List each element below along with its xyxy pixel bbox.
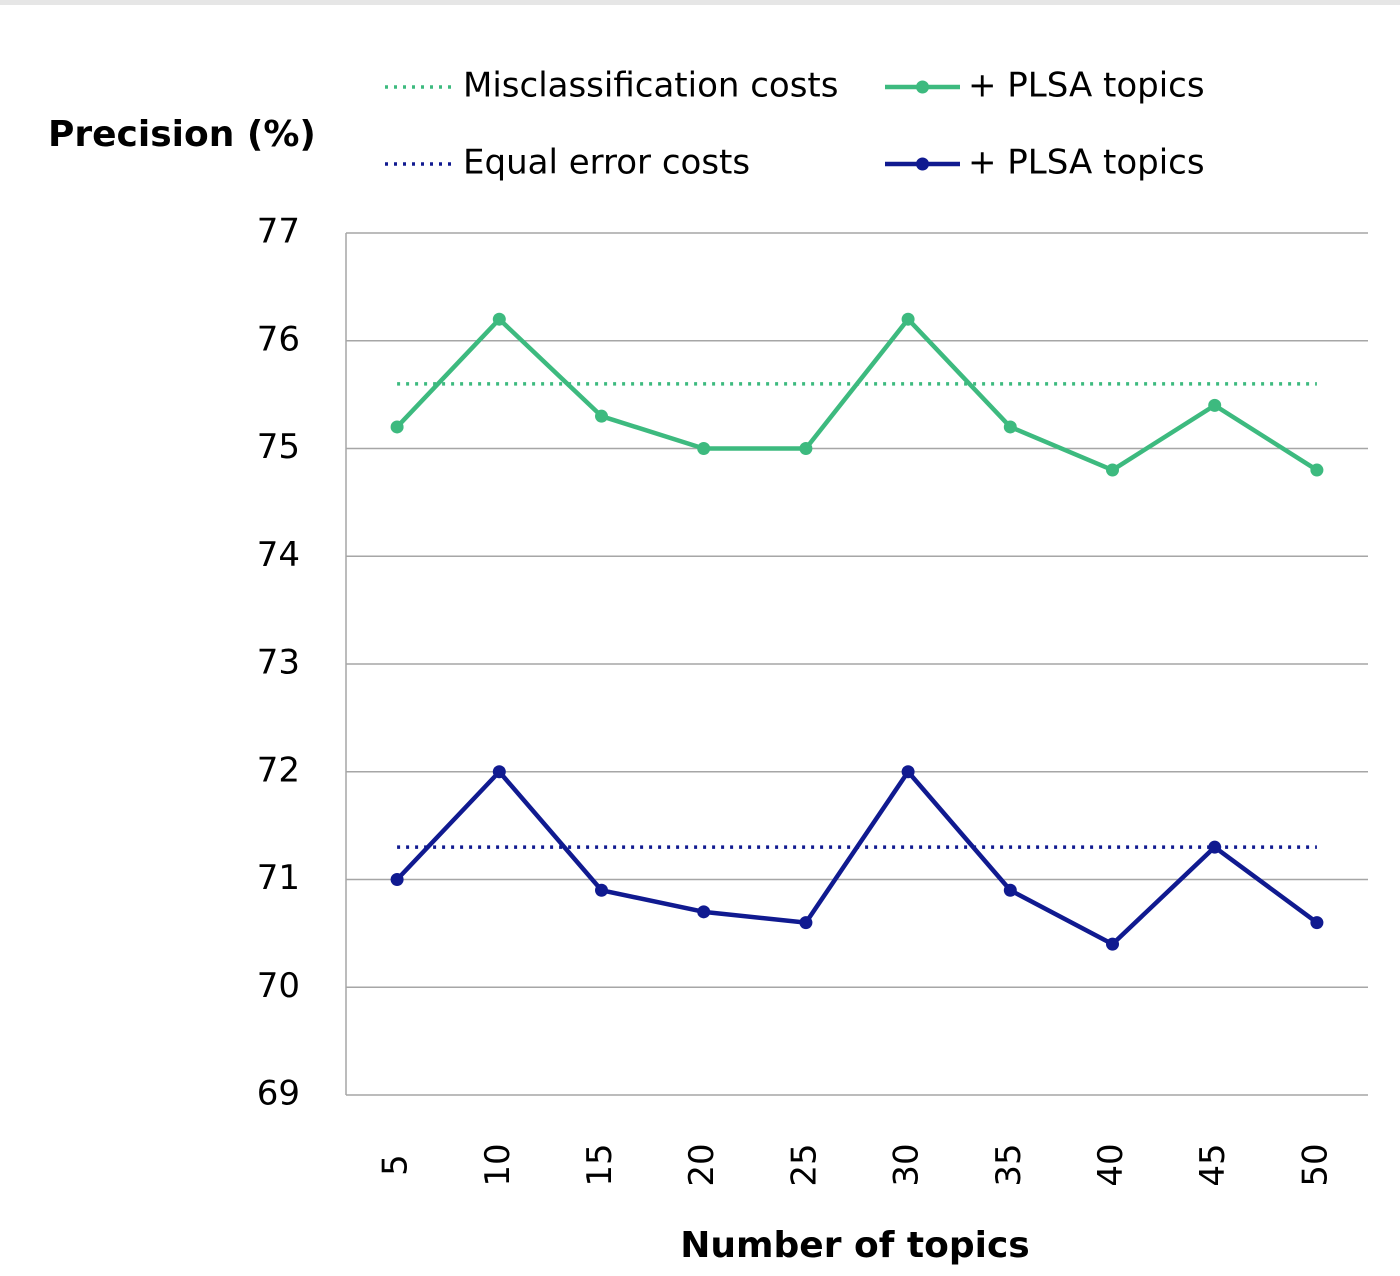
top-strip	[0, 0, 1400, 5]
x-tick-label: 5	[376, 1154, 416, 1176]
point	[1003, 420, 1017, 434]
point	[697, 442, 711, 455]
point	[1106, 937, 1119, 951]
point	[1310, 916, 1324, 930]
point	[595, 409, 608, 423]
y-axis-title: Precision (%)	[48, 114, 316, 155]
point	[901, 765, 915, 779]
legend-label: Misclassification costs	[463, 66, 838, 106]
y-tick-label: 69	[257, 1074, 300, 1114]
x-tick-label: 40	[1091, 1143, 1131, 1186]
point	[901, 312, 915, 326]
point	[390, 873, 404, 886]
y-tick-label: 72	[257, 750, 300, 790]
x-tick-label: 35	[989, 1143, 1029, 1186]
y-tick-label: 73	[257, 643, 300, 683]
point	[799, 916, 813, 930]
x-tick-label: 15	[580, 1143, 620, 1186]
point	[1208, 398, 1222, 412]
x-tick-label: 30	[887, 1143, 927, 1186]
series-line	[395, 769, 1319, 947]
y-tick-label: 70	[257, 966, 300, 1006]
y-tick-label: 77	[257, 212, 300, 252]
legend-marker	[916, 80, 929, 94]
legend-label: + PLSA topics	[968, 66, 1205, 106]
point	[390, 420, 404, 434]
x-tick-label: 45	[1193, 1143, 1233, 1186]
point	[799, 442, 813, 455]
y-tick-label: 74	[257, 535, 300, 575]
point	[1106, 463, 1119, 477]
x-tick-label: 20	[682, 1143, 722, 1186]
point	[1310, 463, 1324, 477]
x-tick-label: 50	[1295, 1143, 1335, 1186]
legend-label: + PLSA topics	[968, 143, 1205, 183]
x-tick-label: 10	[478, 1143, 518, 1186]
y-tick-label: 76	[257, 319, 300, 359]
legend-label: Equal error costs	[463, 143, 750, 183]
x-axis-title: Number of topics	[680, 1225, 1030, 1266]
point	[492, 765, 506, 779]
point	[492, 312, 506, 326]
y-tick-label: 75	[257, 427, 300, 467]
x-tick-label: 25	[784, 1143, 824, 1186]
series-line	[395, 316, 1319, 473]
point	[1003, 883, 1017, 897]
y-tick-label: 71	[257, 858, 300, 898]
point	[697, 905, 711, 919]
point	[1208, 840, 1222, 854]
legend-marker	[916, 157, 929, 171]
point	[595, 883, 608, 897]
